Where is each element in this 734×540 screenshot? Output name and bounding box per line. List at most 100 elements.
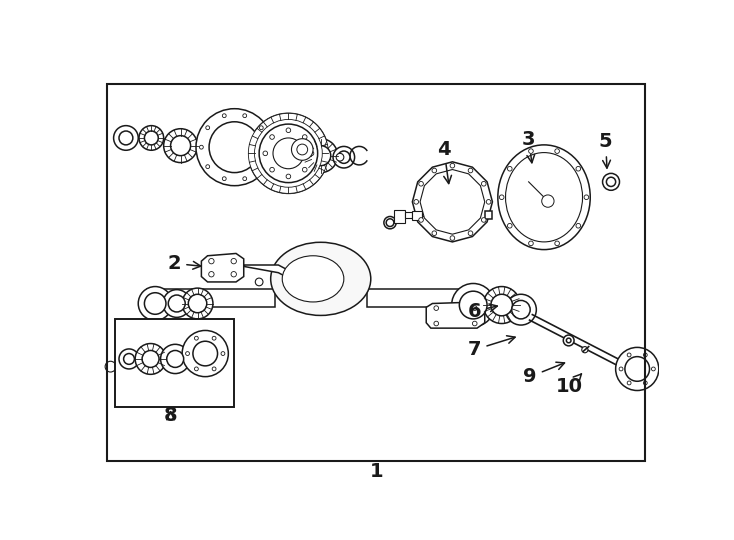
Circle shape bbox=[512, 300, 530, 319]
Circle shape bbox=[619, 367, 623, 371]
Circle shape bbox=[170, 136, 191, 156]
Bar bbox=[413, 211, 421, 220]
Circle shape bbox=[145, 131, 159, 145]
Circle shape bbox=[506, 294, 537, 325]
Circle shape bbox=[528, 149, 534, 153]
Bar bbox=[115, 319, 234, 408]
Circle shape bbox=[468, 231, 473, 235]
Circle shape bbox=[206, 165, 210, 168]
Circle shape bbox=[507, 224, 512, 228]
Bar bbox=[394, 211, 404, 222]
Text: 6: 6 bbox=[468, 302, 498, 321]
Circle shape bbox=[196, 109, 273, 186]
Circle shape bbox=[248, 113, 328, 193]
Circle shape bbox=[333, 146, 355, 168]
Text: 10: 10 bbox=[556, 374, 583, 396]
Bar bbox=[367, 289, 467, 307]
Text: 7: 7 bbox=[468, 336, 515, 359]
Circle shape bbox=[499, 195, 504, 200]
Circle shape bbox=[482, 181, 486, 186]
Circle shape bbox=[135, 343, 166, 374]
Circle shape bbox=[168, 295, 185, 312]
Circle shape bbox=[231, 259, 236, 264]
Circle shape bbox=[576, 166, 581, 171]
Circle shape bbox=[209, 122, 260, 173]
Circle shape bbox=[487, 200, 491, 204]
Text: 3: 3 bbox=[522, 130, 535, 163]
Circle shape bbox=[432, 231, 437, 235]
Circle shape bbox=[182, 288, 213, 319]
Circle shape bbox=[627, 381, 631, 385]
Circle shape bbox=[138, 287, 172, 320]
Circle shape bbox=[167, 350, 184, 367]
Circle shape bbox=[105, 361, 116, 372]
Circle shape bbox=[243, 114, 247, 118]
Circle shape bbox=[263, 151, 268, 156]
Circle shape bbox=[222, 114, 226, 118]
Circle shape bbox=[507, 166, 512, 171]
Circle shape bbox=[644, 353, 647, 357]
Circle shape bbox=[231, 272, 236, 277]
Circle shape bbox=[582, 347, 588, 353]
Circle shape bbox=[297, 144, 308, 155]
Circle shape bbox=[212, 336, 216, 340]
Circle shape bbox=[163, 289, 191, 318]
Ellipse shape bbox=[498, 145, 590, 249]
Circle shape bbox=[273, 138, 304, 168]
Circle shape bbox=[189, 294, 207, 313]
Circle shape bbox=[419, 181, 424, 186]
Circle shape bbox=[625, 356, 650, 381]
Circle shape bbox=[139, 126, 164, 150]
Circle shape bbox=[555, 241, 559, 246]
Circle shape bbox=[222, 177, 226, 180]
Ellipse shape bbox=[506, 153, 583, 242]
Circle shape bbox=[652, 367, 655, 371]
Circle shape bbox=[291, 139, 313, 160]
Circle shape bbox=[286, 174, 291, 179]
Circle shape bbox=[182, 330, 228, 377]
Circle shape bbox=[145, 293, 166, 314]
Polygon shape bbox=[236, 265, 290, 279]
Text: 8: 8 bbox=[164, 406, 178, 424]
Polygon shape bbox=[201, 253, 244, 282]
Circle shape bbox=[432, 168, 437, 173]
Circle shape bbox=[468, 168, 473, 173]
Circle shape bbox=[451, 284, 495, 327]
Bar bbox=[421, 212, 428, 217]
Text: 9: 9 bbox=[523, 362, 564, 386]
Circle shape bbox=[304, 139, 338, 173]
Bar bbox=[148, 289, 275, 307]
Circle shape bbox=[414, 200, 418, 204]
Circle shape bbox=[255, 278, 263, 286]
Circle shape bbox=[336, 153, 344, 161]
Circle shape bbox=[259, 126, 264, 130]
Circle shape bbox=[563, 335, 574, 346]
Ellipse shape bbox=[283, 256, 344, 302]
Circle shape bbox=[644, 381, 647, 385]
Circle shape bbox=[248, 113, 328, 193]
Circle shape bbox=[434, 321, 438, 326]
Circle shape bbox=[142, 350, 159, 367]
Circle shape bbox=[164, 129, 197, 163]
Circle shape bbox=[195, 367, 198, 371]
Circle shape bbox=[450, 164, 455, 168]
Circle shape bbox=[603, 173, 619, 190]
Polygon shape bbox=[413, 162, 493, 242]
Circle shape bbox=[161, 345, 190, 374]
Circle shape bbox=[302, 134, 307, 139]
Circle shape bbox=[208, 272, 214, 277]
Circle shape bbox=[193, 341, 217, 366]
Circle shape bbox=[616, 347, 658, 390]
Circle shape bbox=[221, 352, 225, 355]
Circle shape bbox=[212, 367, 216, 371]
Circle shape bbox=[542, 195, 554, 207]
Circle shape bbox=[266, 145, 269, 149]
Circle shape bbox=[186, 352, 189, 355]
Circle shape bbox=[286, 128, 291, 132]
Circle shape bbox=[310, 146, 331, 166]
Circle shape bbox=[309, 151, 314, 156]
Circle shape bbox=[473, 306, 477, 310]
Bar bbox=[484, 211, 493, 219]
Circle shape bbox=[473, 321, 477, 326]
Polygon shape bbox=[426, 302, 484, 328]
